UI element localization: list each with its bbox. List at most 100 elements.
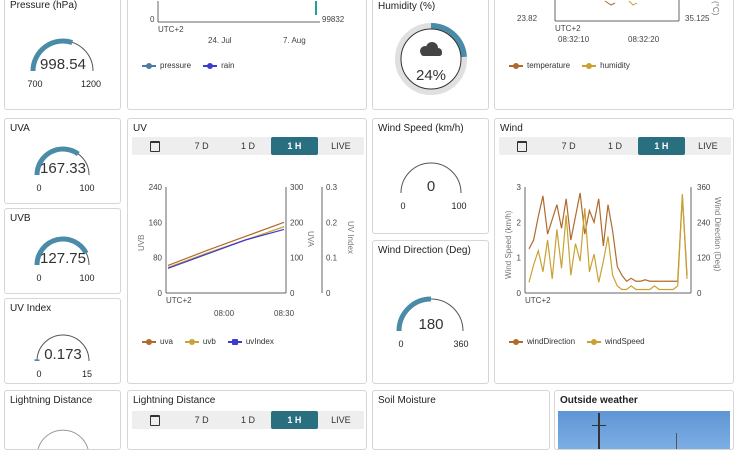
tick-label: 35.125 xyxy=(685,14,710,23)
calendar-button[interactable] xyxy=(132,411,178,429)
pressure-rain-chart-card: 0 99832 UTC+2 24. Jul 7. Aug pressure ra… xyxy=(127,0,367,110)
gauge-value: 998.54 xyxy=(40,56,86,73)
legend-item[interactable]: uva xyxy=(142,337,173,346)
tick-label: 360 xyxy=(697,183,711,192)
gauge-min: 0 xyxy=(36,273,41,283)
tick-label: 3 xyxy=(517,183,522,192)
gauge-min: 0 xyxy=(36,369,41,379)
outside-weather-card: Outside weather xyxy=(554,390,734,450)
axis-label: UVB xyxy=(137,235,146,251)
soil-moisture-card: Soil Moisture xyxy=(372,390,550,450)
calendar-button[interactable] xyxy=(499,137,545,155)
tab-1h[interactable]: 1 H xyxy=(638,137,684,155)
tab-live[interactable]: LIVE xyxy=(685,137,731,155)
outside-weather-image xyxy=(558,411,730,450)
tick-label: 99832 xyxy=(322,15,345,24)
range-tabs: 7 D 1 D 1 H LIVE xyxy=(499,137,731,155)
card-title: Soil Moisture xyxy=(378,395,436,406)
tab-1h[interactable]: 1 H xyxy=(271,137,317,155)
legend-item[interactable]: windSpeed xyxy=(587,337,645,346)
legend-item[interactable]: rain xyxy=(203,61,234,70)
gauge-value: 0 xyxy=(427,178,435,195)
tab-7d[interactable]: 7 D xyxy=(545,137,591,155)
legend-item[interactable]: humidity xyxy=(582,61,630,70)
calendar-icon xyxy=(517,141,527,152)
legend-item[interactable]: uvb xyxy=(185,337,216,346)
series-line-uvIndex xyxy=(168,229,284,268)
legend-item[interactable]: windDirection xyxy=(509,337,575,346)
card-title: UV xyxy=(133,123,147,134)
timezone-label: UTC+2 xyxy=(166,296,192,305)
axis-label: UV Index xyxy=(346,221,355,254)
tick-label: 240 xyxy=(697,218,711,227)
tab-1d[interactable]: 1 D xyxy=(225,137,271,155)
tick-label: 23.82 xyxy=(517,14,538,23)
gauge-min: 700 xyxy=(27,79,42,89)
tick-label: 08:30 xyxy=(274,309,295,318)
tick-label: 08:32:20 xyxy=(628,35,660,44)
gauge-max: 100 xyxy=(79,273,94,283)
tick-label: 0 xyxy=(290,289,295,298)
axis-label: Wind Speed (km/h) xyxy=(504,210,513,279)
tick-label: 0.2 xyxy=(326,218,338,227)
gauge-value: 167.33 xyxy=(40,160,86,177)
gauge-max: 15 xyxy=(82,369,92,379)
tick-label: 2 xyxy=(517,218,522,227)
tick-label: 1 xyxy=(517,254,522,263)
tick-label: 80 xyxy=(153,254,162,263)
calendar-button[interactable] xyxy=(132,137,178,155)
tab-1d[interactable]: 1 D xyxy=(225,411,271,429)
legend-label: rain xyxy=(221,61,234,70)
humidity-value: 24% xyxy=(416,67,446,84)
legend-label: uvIndex xyxy=(246,337,274,346)
tab-7d[interactable]: 7 D xyxy=(178,411,224,429)
tab-live[interactable]: LIVE xyxy=(318,411,364,429)
legend-item[interactable]: pressure xyxy=(142,61,191,70)
tick-label: 100 xyxy=(290,254,304,263)
legend: windDirection windSpeed xyxy=(509,337,645,346)
lightning-gauge-stub xyxy=(5,391,121,450)
tick-label: 160 xyxy=(149,218,163,227)
timezone-label: UTC+2 xyxy=(555,24,581,33)
legend-label: uva xyxy=(160,337,173,346)
temperature-humidity-chart-card: 23.82 35.125 UTC+2 08:32:10 08:32:20 (°C… xyxy=(494,0,734,110)
legend-label: temperature xyxy=(527,61,570,70)
tab-1h[interactable]: 1 H xyxy=(271,411,317,429)
series-line-uva xyxy=(168,222,284,265)
card-title: Lightning Distance xyxy=(133,395,215,406)
range-tabs: 7 D 1 D 1 H LIVE xyxy=(132,137,364,155)
tab-7d[interactable]: 7 D xyxy=(178,137,224,155)
legend-label: windDirection xyxy=(527,337,575,346)
legend: uva uvb uvIndex xyxy=(142,337,274,346)
gauge-max: 100 xyxy=(79,183,94,193)
legend-label: uvb xyxy=(203,337,216,346)
legend-item[interactable]: temperature xyxy=(509,61,570,70)
tick-label: 0.3 xyxy=(326,183,338,192)
tick-label: 0.1 xyxy=(326,254,338,263)
tick-label: 300 xyxy=(290,183,304,192)
legend-item[interactable]: uvIndex xyxy=(228,337,274,346)
tick-label: 200 xyxy=(290,218,304,227)
cloud-icon xyxy=(420,42,442,56)
axis-right-label: (°C) xyxy=(711,1,720,16)
tick-label: 240 xyxy=(149,183,163,192)
gauge-value: 180 xyxy=(418,316,443,333)
axis-label: UVA xyxy=(306,231,315,248)
tab-1d[interactable]: 1 D xyxy=(592,137,638,155)
gauge-min: 0 xyxy=(398,339,403,349)
tick-label: 24. Jul xyxy=(208,36,232,45)
temperature-humidity-chart: 23.82 35.125 UTC+2 08:32:10 08:32:20 (°C… xyxy=(495,0,734,110)
legend: temperature humidity xyxy=(509,61,630,70)
card-title: Wind xyxy=(500,123,523,134)
tab-live[interactable]: LIVE xyxy=(318,137,364,155)
